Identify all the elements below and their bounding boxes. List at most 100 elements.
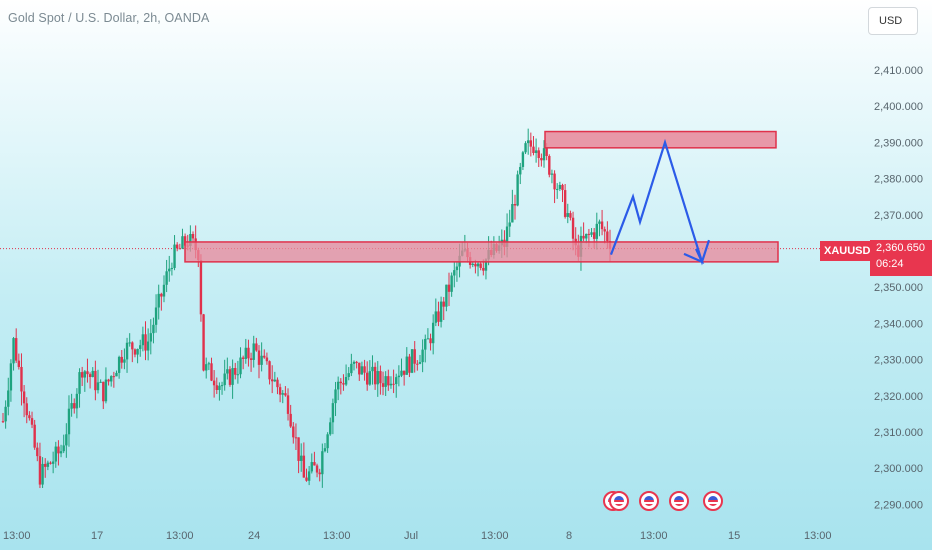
- candle-body: [286, 395, 290, 414]
- candle-body: [350, 363, 353, 374]
- candle-body: [400, 370, 403, 376]
- candle-body: [141, 334, 145, 346]
- candle-body: [168, 268, 171, 272]
- candle-body: [442, 301, 445, 307]
- candle-body: [220, 385, 224, 387]
- time-tick-label: 13:00: [481, 530, 509, 542]
- candle-body: [210, 363, 213, 381]
- candle-body: [397, 375, 401, 378]
- candle-body: [46, 462, 50, 467]
- candle-body: [12, 338, 15, 364]
- candle-body: [355, 361, 358, 363]
- candle-body: [28, 415, 31, 419]
- time-tick-label: 8: [566, 530, 572, 542]
- candle-body: [437, 311, 440, 322]
- candle-body: [183, 236, 187, 246]
- candle-body: [107, 379, 110, 382]
- candle-body: [273, 379, 277, 382]
- price-tick-label: 2,290.000: [874, 499, 923, 511]
- candle-body: [78, 372, 81, 394]
- candle-body: [199, 260, 203, 315]
- candle-body: [334, 389, 337, 404]
- us-flag-event-icon[interactable]: [639, 491, 659, 511]
- candle-body: [7, 390, 10, 407]
- currency-button[interactable]: USD: [868, 7, 918, 35]
- candle-body: [484, 259, 488, 271]
- price-tick-label: 2,390.000: [874, 137, 923, 149]
- candle-body: [524, 143, 527, 153]
- candle-body: [445, 284, 448, 307]
- candle-body: [239, 357, 242, 375]
- candle-body: [550, 173, 554, 175]
- candle-body: [17, 360, 21, 367]
- candle-body: [476, 263, 480, 267]
- candle-body: [86, 371, 89, 375]
- candle-body: [223, 373, 226, 386]
- candle-body: [321, 451, 324, 475]
- candle-body: [563, 190, 567, 217]
- candlestick-series: [1, 128, 612, 489]
- candle-body: [41, 463, 44, 485]
- candle-body: [154, 307, 158, 325]
- candle-body: [128, 342, 131, 344]
- candle-body: [548, 155, 551, 175]
- candle-body: [542, 148, 546, 161]
- candle-body: [65, 434, 68, 446]
- candle-body: [139, 345, 142, 349]
- candle-body: [152, 324, 155, 334]
- candle-body: [231, 368, 234, 385]
- price-tick-label: 2,310.000: [874, 427, 923, 439]
- time-axis[interactable]: 13:00 17 13:00 24 13:00 Jul 13:00 8 13:00 15 13:00: [3, 530, 832, 542]
- price-axis[interactable]: 2,410.000 2,400.000 2,390.000 2,380.000 2,37…: [874, 65, 923, 511]
- resistance-zone[interactable]: [544, 130, 777, 149]
- us-flag-event-icon[interactable]: [669, 491, 689, 511]
- candle-body: [110, 376, 113, 382]
- time-tick-label: 13:00: [3, 530, 31, 542]
- candle-body: [376, 371, 379, 385]
- candle-body: [247, 347, 250, 359]
- projection-path[interactable]: [609, 138, 711, 266]
- candle-body: [218, 385, 221, 390]
- candle-body: [590, 232, 593, 235]
- candle-body: [170, 267, 174, 269]
- candle-body: [603, 229, 606, 232]
- candle-body: [424, 338, 427, 350]
- candle-body: [49, 462, 52, 464]
- candle-body: [300, 455, 303, 461]
- candle-body: [25, 403, 28, 416]
- us-flag-event-icon[interactable]: [609, 491, 629, 511]
- candle-body: [165, 271, 168, 285]
- candle-body: [38, 456, 42, 485]
- candle-body: [569, 213, 572, 218]
- candle-body: [336, 381, 340, 390]
- candle-body: [136, 348, 139, 355]
- candle-body: [207, 363, 211, 365]
- support-zone[interactable]: [184, 241, 779, 263]
- candle-body: [99, 381, 102, 383]
- time-tick-label: 13:00: [640, 530, 668, 542]
- candle-body: [173, 244, 176, 268]
- candle-body: [249, 358, 253, 360]
- candle-body: [600, 221, 604, 230]
- candle-body: [241, 357, 245, 359]
- candle-body: [236, 374, 240, 376]
- price-tick-label: 2,350.000: [874, 282, 923, 294]
- candle-body: [191, 234, 195, 239]
- projection-arrowhead: [683, 248, 705, 265]
- candle-body: [329, 422, 332, 435]
- candle-body: [62, 445, 65, 452]
- price-tick-label: 2,300.000: [874, 463, 923, 475]
- candle-body: [418, 362, 422, 364]
- us-flag-event-icon[interactable]: [703, 491, 723, 511]
- time-tick-label: 17: [91, 530, 103, 542]
- candle-body: [556, 188, 559, 190]
- candle-body: [160, 293, 163, 297]
- time-tick-label: 13:00: [166, 530, 194, 542]
- candle-body: [297, 437, 300, 461]
- candle-body: [252, 343, 255, 360]
- candle-body: [36, 447, 39, 457]
- candle-body: [205, 364, 208, 371]
- candle-body: [387, 376, 390, 386]
